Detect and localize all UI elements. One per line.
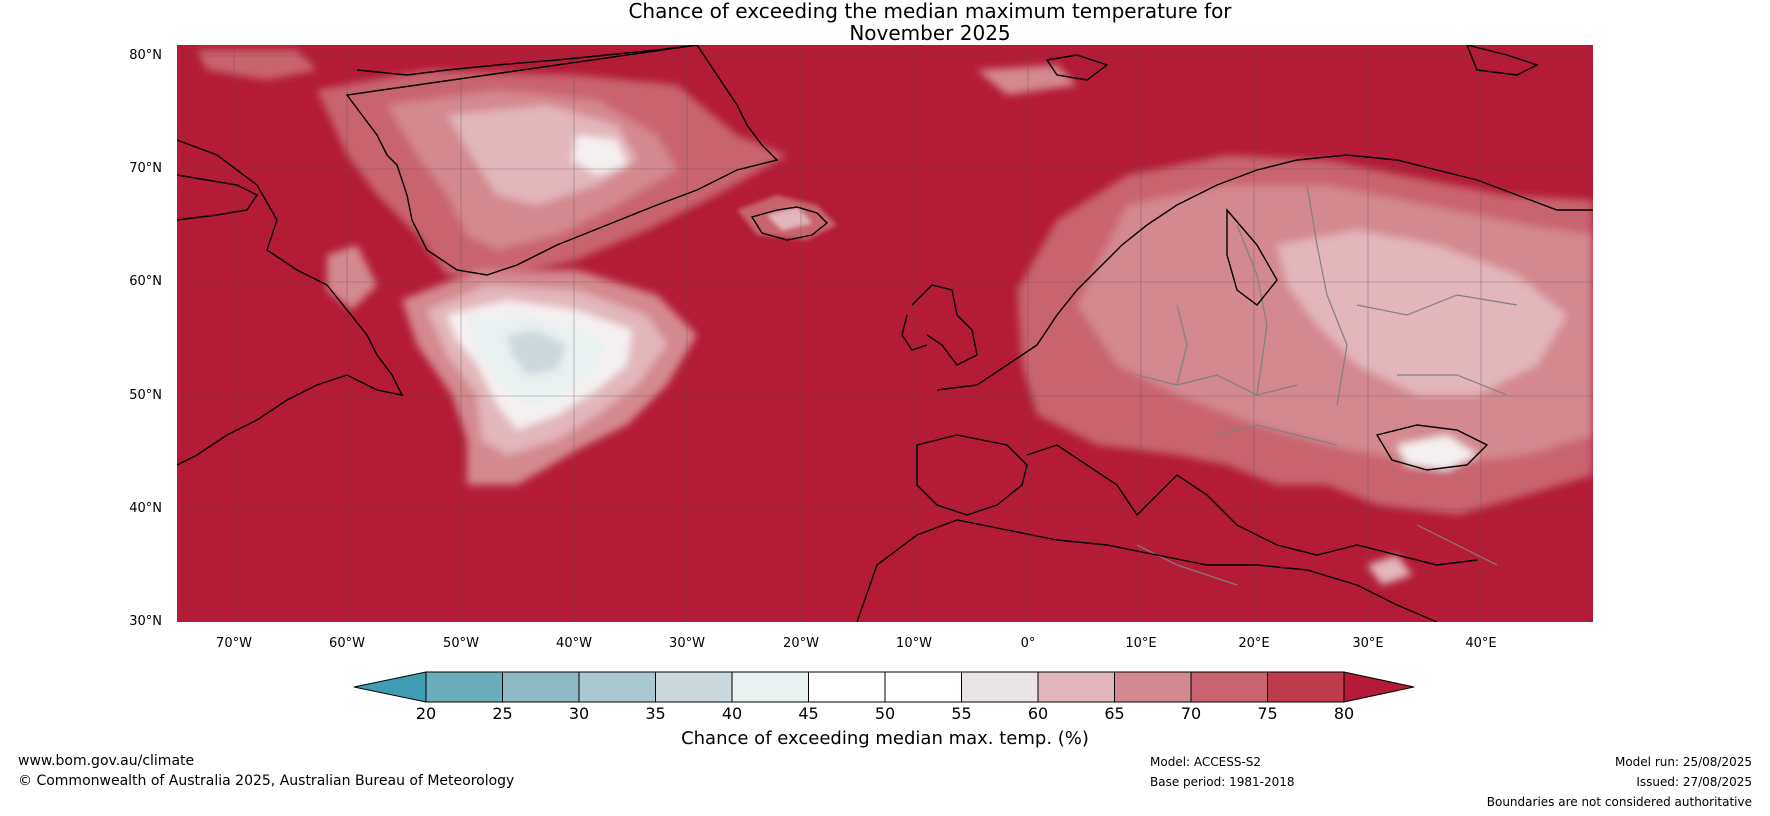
colorbar-tick-label: 20: [415, 704, 437, 723]
lat-label-40n: 40°N: [129, 501, 162, 516]
colorbar-tick-label: 55: [951, 704, 972, 723]
lon-label-50w: 50°W: [443, 636, 479, 651]
colorbar-tick-label: 45: [798, 704, 819, 723]
map-title: Chance of exceeding the median maximum t…: [0, 0, 1770, 44]
mediterranean-coast: [1026, 444, 1478, 566]
lat-label-60n: 60°N: [129, 274, 162, 289]
colorbar-segment: [1190, 671, 1268, 703]
lon-label-60w: 60°W: [329, 636, 365, 651]
british-isles-coast: [901, 284, 978, 366]
lat-label-70n: 70°N: [129, 161, 162, 176]
lon-label-30w: 30°W: [669, 636, 705, 651]
atlantic-anomaly-field: [327, 245, 697, 485]
lat-label-80n: 80°N: [129, 48, 162, 63]
colorbar-segment: [1114, 671, 1192, 703]
colorbar-tick-label: 60: [1027, 704, 1049, 723]
colorbar-segment: [961, 671, 1039, 703]
colorbar-tick-label: 40: [721, 704, 743, 723]
colorbar-tick-label: 30: [568, 704, 590, 723]
lon-label-20w: 20°W: [783, 636, 819, 651]
lon-label-30e: 30°E: [1352, 636, 1384, 651]
model-text: Model: ACCESS-S2: [1150, 755, 1262, 769]
colorbar-tick-label: 65: [1104, 704, 1125, 723]
colorbar-label: Chance of exceeding median max. temp. (%…: [681, 728, 1089, 749]
colorbar-tick-label: 75: [1257, 704, 1278, 723]
colorbar-tick-label: 80: [1333, 704, 1355, 723]
colorbar-segment: [425, 671, 503, 703]
colorbar-segment: [578, 671, 656, 703]
copyright-text: © Commonwealth of Australia 2025, Austra…: [18, 773, 515, 789]
canada-coast: [177, 139, 404, 466]
colorbar: [353, 671, 1415, 703]
issued-text: Issued: 27/08/2025: [1636, 775, 1752, 789]
base-period-text: Base period: 1981-2018: [1150, 775, 1295, 789]
colorbar-tick-label: 35: [645, 704, 666, 723]
lon-label-20e: 20°E: [1238, 636, 1270, 651]
iberia-coast: [916, 434, 1028, 516]
colorbar-segment: [731, 671, 809, 703]
country-borders: [1136, 184, 1518, 586]
website-text: www.bom.gov.au/climate: [18, 753, 195, 769]
svalbard-coast: [1045, 54, 1109, 81]
map-title-line1: Chance of exceeding the median maximum t…: [628, 0, 1232, 23]
map-svg: [177, 45, 1593, 622]
europe-anomaly-field: [1017, 155, 1593, 585]
model-run-text: Model run: 25/08/2025: [1614, 755, 1752, 769]
colorbar-extend-high: [1343, 671, 1415, 703]
colorbar-segment: [1037, 671, 1115, 703]
africa-coast: [856, 519, 1438, 622]
colorbar-segment: [1267, 671, 1345, 703]
lon-label-40e: 40°E: [1465, 636, 1497, 651]
canada-arctic-coast: [177, 174, 259, 221]
colorbar-tick-label: 50: [874, 704, 896, 723]
lon-label-10e: 10°E: [1125, 636, 1157, 651]
colorbar-segment: [502, 671, 580, 703]
iceland-coast: [750, 206, 829, 241]
colorbar-segment: [884, 671, 962, 703]
graticule: [177, 45, 1593, 622]
lat-label-30n: 30°N: [129, 614, 162, 629]
colorbar-extend-low: [353, 671, 427, 703]
greenland-coast: [345, 45, 779, 276]
colorbar-segment: [655, 671, 733, 703]
colorbar-tick-label: 25: [492, 704, 513, 723]
europe-coast: [936, 154, 1593, 391]
lon-label-70w: 70°W: [216, 636, 252, 651]
lon-label-10w: 10°W: [896, 636, 932, 651]
map-title-line2: November 2025: [849, 21, 1011, 45]
lat-label-50n: 50°N: [129, 388, 162, 403]
lon-label-0: 0°: [1020, 636, 1036, 651]
black-sea-coast: [1375, 424, 1489, 471]
colorbar-segment: [808, 671, 886, 703]
colorbar-tick-label: 70: [1180, 704, 1202, 723]
lon-label-40w: 40°W: [556, 636, 592, 651]
disclaimer-text: Boundaries are not considered authoritat…: [1486, 795, 1752, 809]
greenland-anomaly-field: [197, 50, 1077, 280]
probability-map: [177, 45, 1593, 622]
coastlines: [177, 45, 1593, 622]
novaya-coast: [1466, 45, 1539, 76]
